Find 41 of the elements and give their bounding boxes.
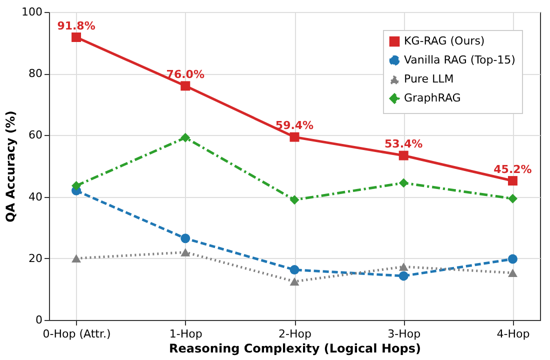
point xyxy=(398,271,408,281)
data-label: 76.0% xyxy=(166,68,204,81)
y-tick-label: 100 xyxy=(22,6,42,18)
x-tick-label: 2-Hop xyxy=(278,328,312,340)
point xyxy=(290,195,300,205)
point xyxy=(508,254,518,264)
y-tick-label: 80 xyxy=(28,67,42,80)
point xyxy=(398,262,408,271)
point xyxy=(398,178,408,188)
data-label: 45.2% xyxy=(494,162,532,176)
point xyxy=(72,32,82,42)
point xyxy=(180,81,190,91)
y-tick-label: 0 xyxy=(36,314,42,326)
point xyxy=(72,180,82,190)
point xyxy=(398,150,408,160)
data-label: 53.4% xyxy=(384,138,423,151)
point xyxy=(508,176,518,186)
point xyxy=(290,277,300,286)
data-label: 91.8% xyxy=(57,19,96,32)
x-tick-label: 3-Hop xyxy=(388,328,421,340)
x-axis-title: Reasoning Complexity (Logical Hops) xyxy=(169,342,421,356)
point xyxy=(508,194,518,204)
y-tick-label: 60 xyxy=(28,128,42,142)
point xyxy=(508,268,518,277)
point xyxy=(180,234,190,244)
y-axis-title: QA Accuracy (%) xyxy=(4,110,18,222)
data-label: 59.4% xyxy=(275,119,314,132)
x-tick-label: 0-Hop (Attr.) xyxy=(42,328,111,340)
point xyxy=(180,132,190,142)
point xyxy=(290,132,300,142)
y-tick-label: 20 xyxy=(28,252,42,265)
legend-label: Vanilla RAG (Top-15) xyxy=(404,54,516,66)
legend-label: KG-RAG (Ours) xyxy=(404,34,485,48)
point xyxy=(290,265,300,275)
point xyxy=(180,248,190,256)
x-tick-label: 1-Hop xyxy=(169,328,202,340)
y-tick-label: 40 xyxy=(28,190,42,204)
legend-label: Pure LLM xyxy=(404,72,454,86)
x-tick-label: 4-Hop xyxy=(496,328,530,340)
point xyxy=(72,254,82,263)
legend-label: GraphRAG xyxy=(404,92,461,104)
